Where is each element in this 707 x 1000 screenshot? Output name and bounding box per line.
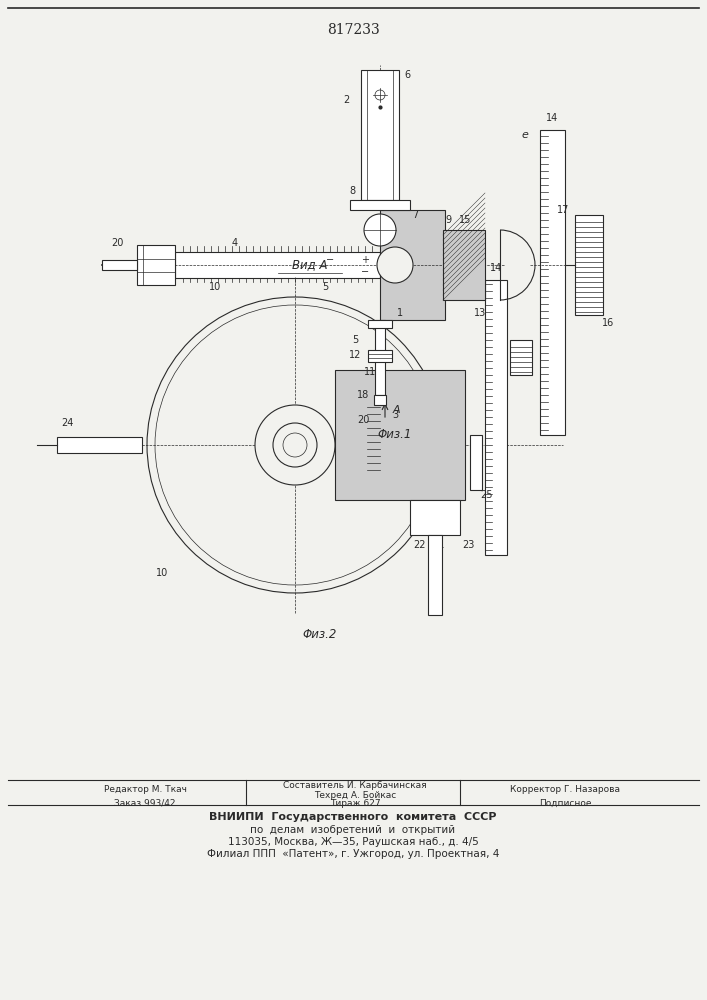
Text: 9: 9 — [445, 215, 451, 225]
Text: −: − — [361, 267, 369, 277]
Circle shape — [283, 433, 307, 457]
Text: Составитель И. Карбачинская: Составитель И. Карбачинская — [284, 780, 427, 790]
Text: 113035, Москва, Ж—35, Раушская наб., д. 4/5: 113035, Москва, Ж—35, Раушская наб., д. … — [228, 837, 479, 847]
Bar — [368, 320, 392, 328]
Circle shape — [255, 405, 335, 485]
Bar — [540, 130, 565, 435]
Bar — [410, 500, 460, 535]
Bar — [510, 340, 532, 375]
Bar — [575, 215, 603, 315]
Bar — [175, 252, 380, 278]
Text: 22: 22 — [414, 540, 426, 550]
Bar — [443, 230, 485, 300]
Text: 3: 3 — [392, 410, 398, 420]
Text: Вид A: Вид A — [292, 258, 328, 271]
Circle shape — [375, 90, 385, 100]
Text: Подписное: Подписное — [539, 798, 591, 808]
Text: Филиал ППП  «Патент», г. Ужгород, ул. Проектная, 4: Филиал ППП «Патент», г. Ужгород, ул. Про… — [207, 849, 499, 859]
Text: 23: 23 — [462, 540, 474, 550]
Text: 10: 10 — [209, 282, 221, 292]
Circle shape — [147, 297, 443, 593]
Text: 7: 7 — [412, 210, 418, 220]
Circle shape — [273, 423, 317, 467]
Bar — [361, 70, 399, 200]
Bar — [374, 395, 386, 405]
Text: Техред А. Бойкас: Техред А. Бойкас — [314, 790, 396, 800]
Bar — [375, 320, 385, 395]
Text: 14: 14 — [490, 263, 502, 273]
Text: 15: 15 — [459, 215, 471, 225]
Text: 20: 20 — [111, 238, 123, 248]
Text: −: − — [326, 255, 334, 265]
Text: Φиз.1: Φиз.1 — [378, 428, 412, 442]
Text: 14: 14 — [546, 113, 558, 123]
Bar — [470, 435, 482, 490]
Text: e: e — [522, 130, 528, 140]
Text: A: A — [393, 405, 401, 415]
Bar — [102, 260, 137, 270]
Circle shape — [364, 214, 396, 246]
Text: 21: 21 — [432, 540, 444, 550]
Polygon shape — [380, 210, 445, 320]
Bar — [368, 350, 392, 362]
Text: 2: 2 — [343, 95, 349, 105]
Text: +: + — [361, 255, 369, 265]
Text: 10: 10 — [156, 568, 168, 578]
Text: 8: 8 — [349, 186, 355, 196]
Text: 5: 5 — [352, 335, 358, 345]
Bar — [428, 535, 442, 615]
Text: 25: 25 — [480, 490, 493, 500]
Bar — [485, 280, 507, 555]
Text: ВНИИПИ  Государственного  комитета  СССР: ВНИИПИ Государственного комитета СССР — [209, 812, 497, 822]
Text: 13: 13 — [474, 308, 486, 318]
Polygon shape — [335, 370, 465, 500]
Bar — [57, 437, 142, 453]
Text: Редактор М. Ткач: Редактор М. Ткач — [103, 786, 187, 794]
Text: 6: 6 — [404, 70, 410, 80]
Text: 12: 12 — [349, 350, 361, 360]
Bar — [350, 200, 410, 210]
Text: 20: 20 — [357, 415, 369, 425]
Text: 24: 24 — [61, 418, 74, 428]
Text: 16: 16 — [602, 318, 614, 328]
Circle shape — [155, 305, 435, 585]
Text: Корректор Г. Назарова: Корректор Г. Назарова — [510, 786, 620, 794]
Bar — [137, 245, 175, 285]
Text: 18: 18 — [357, 390, 369, 400]
Text: Заказ 993/42: Заказ 993/42 — [115, 798, 176, 808]
Text: 11: 11 — [364, 367, 376, 377]
Text: Тираж 627: Тираж 627 — [329, 798, 380, 808]
Text: Φиз.2: Φиз.2 — [303, 629, 337, 642]
Text: 4: 4 — [232, 238, 238, 248]
Text: по  делам  изобретений  и  открытий: по делам изобретений и открытий — [250, 825, 455, 835]
Circle shape — [377, 247, 413, 283]
Text: 17: 17 — [557, 205, 569, 215]
Text: 1: 1 — [397, 308, 403, 318]
Text: 5: 5 — [322, 282, 328, 292]
Text: 817233: 817233 — [327, 23, 380, 37]
